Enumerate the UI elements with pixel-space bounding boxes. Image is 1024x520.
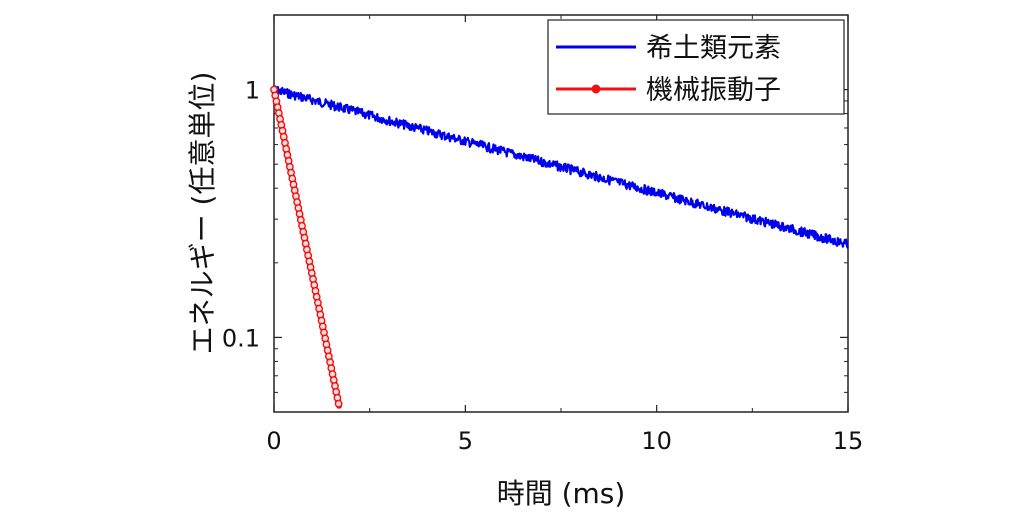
x-axis-title: 時間 (ms): [497, 477, 626, 510]
x-tick-label: 10: [641, 427, 672, 455]
series-layer: [270, 85, 849, 409]
tick-labels: 0 5 10 15 0.1 1: [222, 77, 863, 455]
series-point-mechanical-oscillator: [281, 138, 289, 147]
series-point-mechanical-oscillator: [279, 132, 288, 141]
series-line-rare-earth: [273, 85, 849, 249]
series-point-mechanical-oscillator: [283, 150, 292, 159]
x-tick-label: 5: [458, 427, 473, 455]
x-tick-label: 15: [833, 427, 864, 455]
legend: 希土類元素 機械振動子: [547, 19, 845, 115]
x-tick-label: 0: [266, 427, 281, 455]
y-tick-label: 0.1: [222, 324, 260, 352]
series-point-mechanical-oscillator: [334, 399, 343, 408]
y-axis-title: エネルギー (任意単位): [186, 72, 219, 355]
legend-box: [547, 19, 845, 115]
y-tick-label: 1: [245, 77, 260, 105]
legend-marker-mechanical-oscillator: [591, 84, 601, 94]
legend-label-rare-earth: 希土類元素: [646, 33, 781, 64]
legend-label-mechanical-oscillator: 機械振動子: [646, 75, 781, 106]
series-point-mechanical-oscillator: [282, 144, 291, 153]
series-point-mechanical-oscillator: [278, 126, 287, 135]
